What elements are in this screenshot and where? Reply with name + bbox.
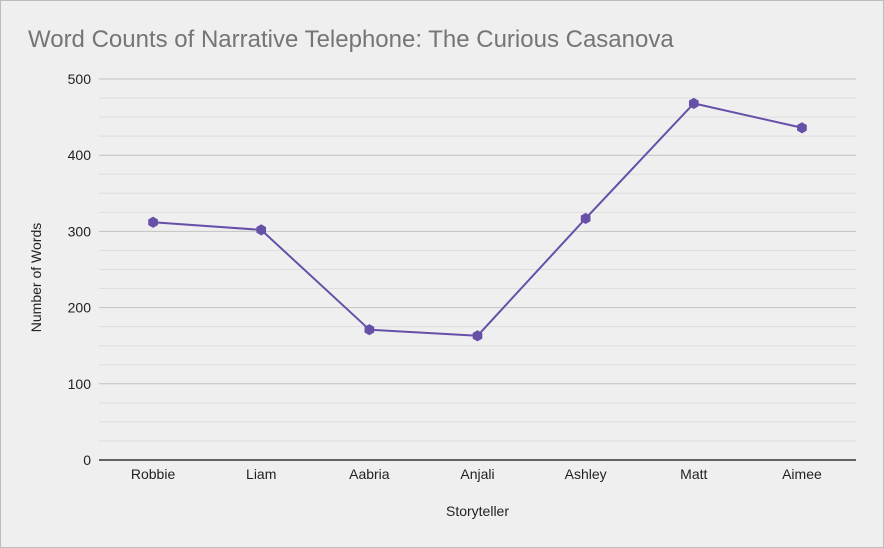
- x-tick-label: Aimee: [782, 466, 822, 482]
- y-tick-label: 200: [68, 300, 92, 316]
- x-tick-label: Robbie: [131, 466, 176, 482]
- x-tick-label: Anjali: [460, 466, 494, 482]
- y-tick-label: 300: [68, 223, 92, 239]
- gridlines: [99, 78, 856, 442]
- data-point-marker: [148, 216, 158, 228]
- data-point-marker: [256, 224, 267, 236]
- data-point-marker: [797, 122, 807, 134]
- y-tick-label: 400: [68, 147, 92, 163]
- y-tick-label: 100: [68, 376, 92, 392]
- series-line: [153, 102, 803, 337]
- x-axis-title: Storyteller: [446, 503, 509, 519]
- x-tick-label: Aabria: [349, 466, 390, 482]
- series-group: [148, 97, 807, 342]
- y-axis-title: Number of Words: [28, 223, 44, 332]
- x-tick-label: Ashley: [565, 466, 607, 482]
- data-point-marker: [472, 330, 483, 342]
- x-axis-ticks: Robbie Liam Aabria Anjali Ashley Matt Aimee: [131, 466, 822, 482]
- x-tick-label: Matt: [680, 466, 707, 482]
- y-tick-label: 0: [83, 452, 91, 468]
- data-point-marker: [688, 97, 699, 109]
- y-axis-ticks: 0 100 200 300 400 500: [68, 71, 92, 468]
- data-point-marker: [580, 212, 591, 225]
- chart-title: Word Counts of Narrative Telephone: The …: [28, 26, 674, 53]
- y-tick-label: 500: [68, 71, 92, 87]
- x-tick-label: Liam: [246, 466, 276, 482]
- data-point-marker: [364, 324, 375, 336]
